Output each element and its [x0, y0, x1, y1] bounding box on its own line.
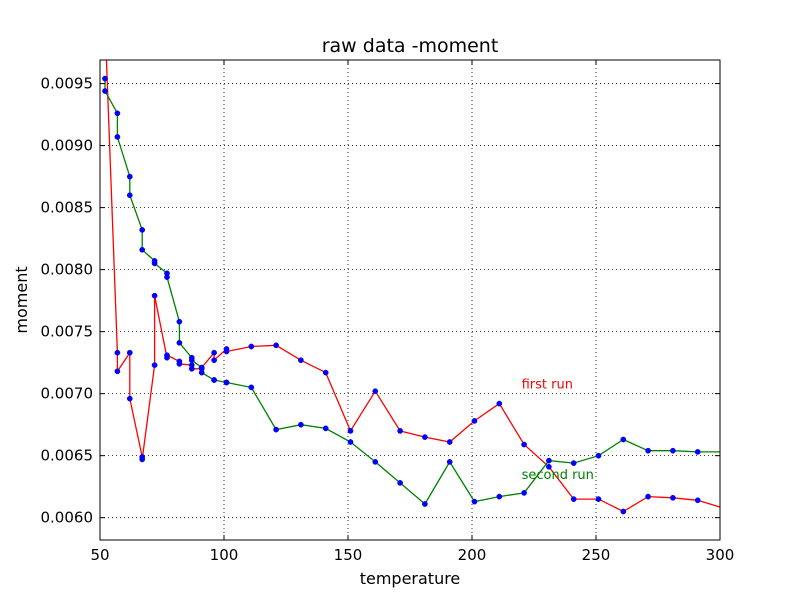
- axes-frame: [99, 59, 721, 541]
- data-point-series-1: [521, 441, 527, 448]
- data-point-series-2: [298, 421, 304, 428]
- data-point-series-1: [126, 395, 133, 402]
- plot-area: [100, 60, 720, 540]
- series-line-2: [104, 78, 720, 505]
- data-point-series-1: [151, 292, 158, 299]
- data-point-series-1: [372, 388, 379, 395]
- y-tick-label: 0.0060: [41, 509, 94, 527]
- data-point-series-2: [188, 357, 195, 364]
- data-point-series-1: [645, 493, 651, 500]
- data-point-series-2: [645, 447, 651, 454]
- data-point-series-1: [446, 439, 453, 445]
- data-point-series-1: [298, 357, 304, 364]
- data-point-series-2: [546, 457, 552, 464]
- data-point-series-1: [248, 343, 255, 350]
- data-point-series-2: [126, 192, 133, 199]
- data-point-series-1: [670, 494, 676, 501]
- data-point-series-2: [176, 339, 183, 346]
- data-point-series-2: [176, 318, 183, 325]
- data-point-series-2: [211, 377, 217, 383]
- chart-title: raw data -moment: [322, 35, 499, 57]
- y-tick-label: 0.0090: [41, 137, 94, 155]
- data-point-series-2: [694, 449, 701, 455]
- data-point-series-1: [164, 352, 170, 359]
- data-point-series-1: [223, 348, 230, 355]
- data-point-series-2: [670, 447, 676, 454]
- data-point-series-2: [595, 452, 602, 459]
- data-point-series-2: [446, 459, 453, 465]
- y-tick-label: 0.0080: [41, 261, 94, 279]
- x-tick-label: 300: [706, 546, 735, 564]
- data-point-series-2: [397, 480, 403, 486]
- data-point-series-2: [496, 493, 503, 500]
- data-point-series-1: [322, 369, 329, 376]
- data-point-series-1: [211, 357, 217, 364]
- annotation-1: first run: [522, 378, 573, 393]
- data-point-series-1: [620, 508, 627, 515]
- x-tick-label: 150: [334, 546, 363, 564]
- y-axis-label: moment: [12, 266, 31, 333]
- y-tick-label: 0.0095: [41, 75, 94, 93]
- annotations: first run second run: [522, 378, 594, 484]
- data-point-series-1: [397, 428, 403, 434]
- data-point-series-1: [347, 428, 354, 434]
- data-point-series-2: [114, 134, 121, 140]
- data-point-series-2: [164, 274, 170, 280]
- y-tick-label: 0.0085: [41, 199, 94, 217]
- x-tick-label: 200: [458, 546, 487, 564]
- data-point-series-1: [546, 463, 552, 470]
- y-tick-label: 0.0075: [41, 323, 94, 341]
- data-point-series-1: [114, 349, 121, 356]
- data-point-series-1: [422, 434, 428, 440]
- data-point-series-1: [151, 362, 158, 368]
- grid: [100, 60, 720, 540]
- data-point-series-2: [372, 459, 379, 465]
- x-tick-label: 100: [210, 546, 239, 564]
- data-point-series-1: [496, 400, 503, 407]
- data-point-series-2: [139, 227, 146, 233]
- data-point-series-2: [570, 460, 577, 466]
- data-point-series-1: [471, 418, 478, 424]
- data-point-series-1: [126, 349, 133, 356]
- data-point-series-2: [198, 369, 205, 376]
- x-axis-label: temperature: [360, 569, 461, 588]
- data-point-series-1: [139, 456, 146, 463]
- data-point-series-2: [521, 490, 527, 496]
- data-point-series-1: [114, 368, 121, 375]
- data-point-series-1: [273, 342, 279, 349]
- x-tick-label: 50: [90, 546, 109, 564]
- data-point-series-2: [223, 379, 230, 386]
- data-point-series-2: [322, 425, 329, 432]
- data-point-series-2: [114, 110, 121, 117]
- data-point-series-2: [102, 88, 108, 94]
- data-point-series-1: [176, 361, 183, 367]
- data-point-series-2: [422, 501, 428, 507]
- data-point-series-1: [211, 349, 217, 356]
- data-point-series-2: [273, 426, 279, 433]
- data-point-series-1: [595, 496, 602, 502]
- y-tick-label: 0.0065: [41, 447, 94, 465]
- data-point-series-1: [694, 497, 701, 504]
- data-point-series-2: [471, 498, 478, 505]
- data-point-series-2: [248, 384, 255, 391]
- x-tick-label: 250: [582, 546, 611, 564]
- data-point-series-2: [198, 364, 205, 371]
- data-point-series-2: [620, 436, 627, 443]
- data-point-series-2: [347, 439, 354, 445]
- annotation-2: second run: [522, 468, 594, 483]
- data-point-series-2: [139, 246, 146, 253]
- data-point-series-2: [102, 75, 108, 82]
- data-point-series-2: [126, 173, 133, 180]
- data-point-series-1: [570, 496, 577, 502]
- ticks: 50 100 150 200 250 300 0.0060 0.0065 0.0070 0.007…: [41, 60, 735, 564]
- data-point-series-1: [188, 365, 195, 372]
- series-layer: [102, 60, 720, 515]
- data-point-series-2: [151, 260, 158, 267]
- y-tick-label: 0.0070: [41, 385, 94, 403]
